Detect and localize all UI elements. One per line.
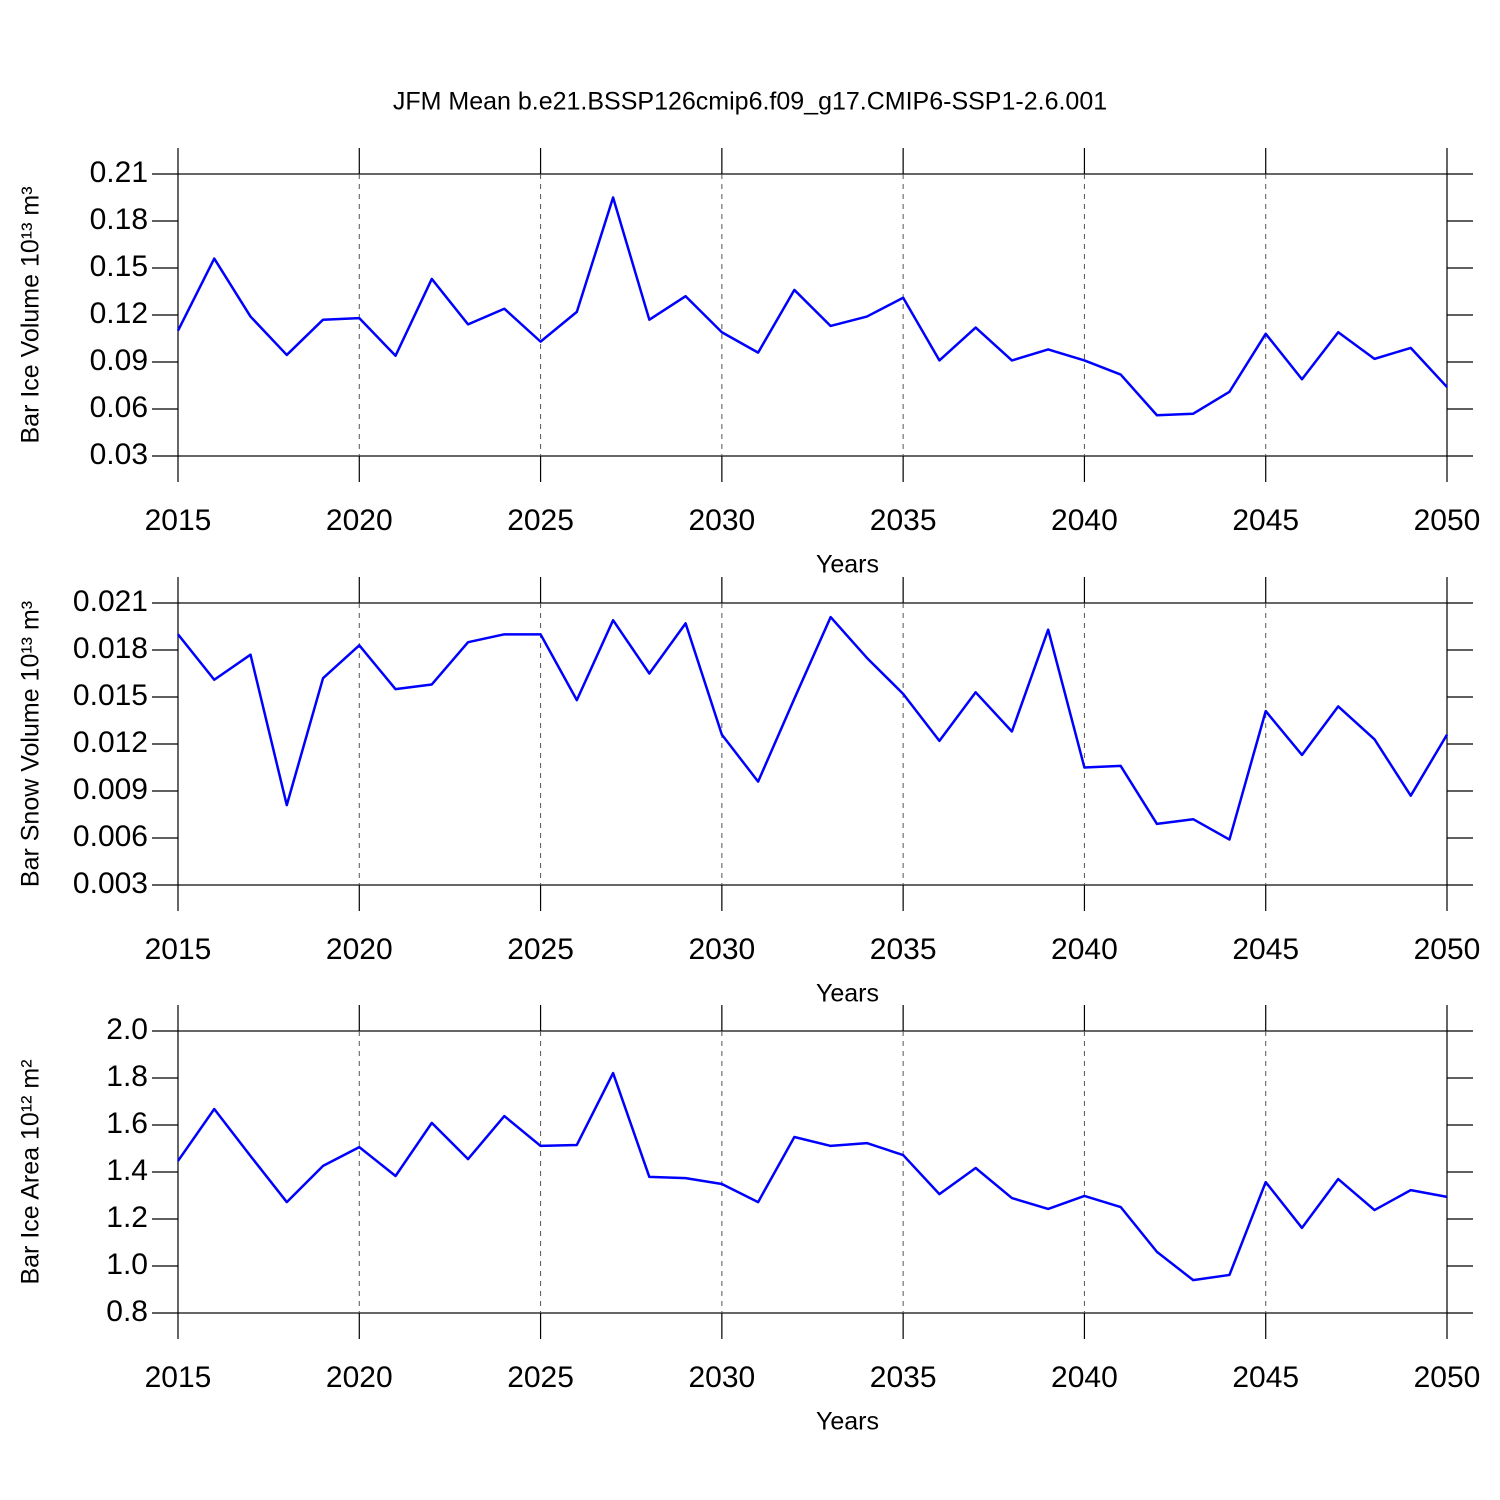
x-tick-label: 2045	[1232, 1361, 1299, 1394]
x-tick-label: 2030	[688, 933, 755, 966]
y-tick-label: 0.18	[90, 203, 148, 236]
plot-frame	[177, 1030, 1448, 1314]
y-axis-label: Bar Ice Area 10¹² m²	[17, 1059, 45, 1284]
plot-frame	[177, 173, 1448, 457]
x-tick-label: 2015	[145, 933, 212, 966]
y-axis-label: Bar Ice Volume 10¹³ m³	[17, 186, 45, 443]
x-axis-label: Years	[816, 980, 879, 1008]
y-tick-label: 0.003	[73, 867, 148, 900]
y-tick-label: 0.8	[106, 1295, 148, 1328]
x-axis-label: Years	[816, 1408, 879, 1436]
x-tick-label: 2025	[507, 504, 574, 537]
x-tick-label: 2015	[145, 1361, 212, 1394]
x-tick-label: 2045	[1232, 933, 1299, 966]
x-tick-label: 2035	[870, 504, 937, 537]
y-tick-label: 1.8	[106, 1060, 148, 1093]
y-tick-label: 0.006	[73, 820, 148, 853]
y-axis-label: Bar Snow Volume 10¹³ m³	[17, 601, 45, 887]
y-tick-label: 0.015	[73, 679, 148, 712]
x-tick-label: 2035	[870, 933, 937, 966]
y-tick-label: 1.4	[106, 1154, 148, 1187]
x-tick-label: 2025	[507, 1361, 574, 1394]
y-tick-label: 0.06	[90, 391, 148, 424]
y-tick-label: 0.15	[90, 250, 148, 283]
chart-title: JFM Mean b.e21.BSSP126cmip6.f09_g17.CMIP…	[393, 88, 1107, 116]
y-tick-label: 1.0	[106, 1248, 148, 1281]
x-tick-label: 2035	[870, 1361, 937, 1394]
x-tick-label: 2045	[1232, 504, 1299, 537]
x-axis-label: Years	[816, 551, 879, 579]
x-tick-label: 2050	[1414, 504, 1481, 537]
x-tick-label: 2050	[1414, 1361, 1481, 1394]
y-tick-label: 2.0	[106, 1013, 148, 1046]
y-tick-label: 1.6	[106, 1107, 148, 1140]
data-line	[176, 196, 1448, 417]
x-tick-label: 2020	[326, 1361, 393, 1394]
y-tick-label: 0.12	[90, 297, 148, 330]
x-tick-label: 2020	[326, 504, 393, 537]
x-tick-label: 2030	[688, 1361, 755, 1394]
data-line	[177, 615, 1449, 841]
x-tick-label: 2040	[1051, 1361, 1118, 1394]
y-tick-label: 0.021	[73, 585, 148, 618]
y-tick-label: 0.21	[90, 156, 148, 189]
x-tick-label: 2030	[688, 504, 755, 537]
y-tick-label: 0.009	[73, 773, 148, 806]
y-tick-label: 1.2	[106, 1201, 148, 1234]
y-tick-label: 0.012	[73, 726, 148, 759]
x-tick-label: 2040	[1051, 504, 1118, 537]
x-tick-label: 2050	[1414, 933, 1481, 966]
x-tick-label: 2015	[145, 504, 212, 537]
data-line	[176, 1071, 1448, 1282]
x-tick-label: 2020	[326, 933, 393, 966]
y-tick-label: 0.09	[90, 344, 148, 377]
y-tick-label: 0.018	[73, 632, 148, 665]
x-tick-label: 2040	[1051, 933, 1118, 966]
y-tick-label: 0.03	[90, 438, 148, 471]
x-tick-label: 2025	[507, 933, 574, 966]
